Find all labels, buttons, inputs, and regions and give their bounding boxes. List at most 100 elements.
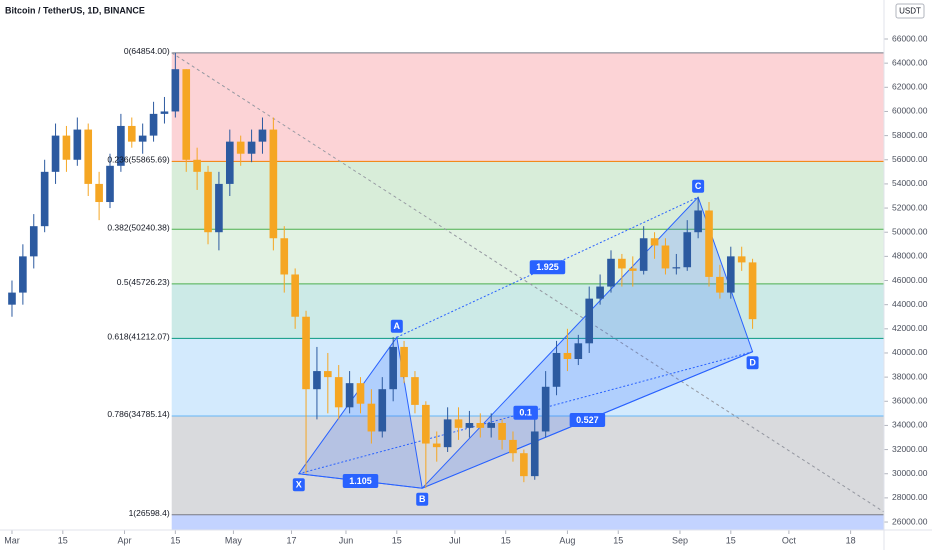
fib-band bbox=[171, 514, 884, 530]
candle-body bbox=[498, 423, 506, 440]
candle-body bbox=[454, 419, 463, 428]
candle-body bbox=[672, 267, 681, 269]
fib-label: 0(64854.00) bbox=[124, 46, 170, 56]
x-tick-label: Mar bbox=[4, 535, 20, 545]
point-label: B bbox=[419, 494, 426, 504]
candle-body bbox=[618, 258, 626, 269]
candle-body bbox=[585, 298, 594, 344]
candle-body bbox=[280, 238, 289, 275]
candle-body bbox=[313, 371, 321, 390]
point-marker bbox=[292, 478, 305, 492]
ratio-label: 0.527 bbox=[576, 415, 599, 425]
candle-body bbox=[563, 352, 572, 360]
candle-body bbox=[541, 386, 550, 432]
currency-box bbox=[895, 3, 925, 19]
grid bbox=[11, 38, 888, 534]
candle-body bbox=[204, 171, 212, 233]
candle-body bbox=[29, 226, 38, 257]
y-tick-label: 60000.00 bbox=[892, 106, 928, 116]
ratio-box bbox=[569, 412, 606, 427]
candle-body bbox=[19, 256, 27, 293]
point-marker bbox=[390, 319, 403, 333]
x-tick-label: 15 bbox=[170, 535, 180, 545]
point-label: D bbox=[749, 358, 756, 368]
candle-body bbox=[661, 245, 670, 269]
candle-body bbox=[650, 238, 659, 246]
x-tick-label: Aug bbox=[559, 535, 575, 545]
candle-body bbox=[84, 129, 93, 184]
candle-body bbox=[269, 129, 278, 239]
x-tick-label: 15 bbox=[726, 535, 736, 545]
candle-body bbox=[51, 135, 60, 172]
x-tick-label: 15 bbox=[613, 535, 623, 545]
fib-band bbox=[171, 161, 884, 230]
fib-bands bbox=[171, 52, 884, 530]
ratio-box bbox=[529, 260, 566, 275]
candle-body bbox=[716, 276, 724, 293]
ratio-line bbox=[396, 196, 699, 338]
y-tick-label: 58000.00 bbox=[892, 130, 928, 140]
fib-label: 0.5(45726.23) bbox=[117, 277, 170, 287]
point-label: C bbox=[695, 181, 702, 191]
y-tick-label: 32000.00 bbox=[892, 444, 928, 454]
x-tick-label: 17 bbox=[287, 535, 297, 545]
x-tick-label: 15 bbox=[392, 535, 402, 545]
candle-body bbox=[160, 111, 169, 114]
y-tick-label: 66000.00 bbox=[892, 33, 928, 43]
fib-band bbox=[171, 283, 884, 339]
x-tick-label: Jul bbox=[449, 535, 461, 545]
candle-body bbox=[291, 274, 299, 317]
candle-body bbox=[149, 113, 158, 136]
y-tick-label: 44000.00 bbox=[892, 299, 928, 309]
candle-body bbox=[748, 262, 757, 320]
x-tick-label: Oct bbox=[782, 535, 797, 545]
candle-body bbox=[552, 352, 561, 387]
y-tick-label: 38000.00 bbox=[892, 371, 928, 381]
candle-body bbox=[225, 141, 234, 184]
candle-body bbox=[324, 371, 332, 378]
candle-body bbox=[683, 232, 692, 268]
y-tick-label: 64000.00 bbox=[892, 57, 928, 67]
candle-body bbox=[302, 316, 310, 390]
x-tick-label: 18 bbox=[846, 535, 856, 545]
point-label: X bbox=[296, 480, 302, 490]
candle-body bbox=[694, 210, 702, 233]
point-marker bbox=[692, 179, 705, 193]
y-tick-label: 28000.00 bbox=[892, 492, 928, 502]
candle-body bbox=[487, 423, 496, 428]
fib-band bbox=[171, 229, 884, 284]
chart-title: Bitcoin / TetherUS, 1D, BINANCE bbox=[5, 5, 145, 15]
candle-body bbox=[117, 125, 125, 166]
candle-body bbox=[345, 383, 354, 408]
x-tick-label: Jun bbox=[339, 535, 354, 545]
candle-body bbox=[334, 377, 343, 408]
candle-body bbox=[607, 258, 615, 287]
y-tick-label: 36000.00 bbox=[892, 396, 928, 406]
candle-body bbox=[215, 183, 223, 233]
candle-body bbox=[432, 443, 441, 448]
fib-band bbox=[171, 52, 884, 162]
candle-body bbox=[106, 165, 114, 203]
candle-body bbox=[8, 292, 16, 305]
candle-body bbox=[639, 238, 648, 271]
ratio-box bbox=[513, 405, 538, 420]
candle-body bbox=[138, 135, 147, 142]
candle-body bbox=[400, 346, 408, 378]
candle-body bbox=[193, 159, 201, 172]
y-tick-label: 56000.00 bbox=[892, 154, 928, 164]
y-tick-label: 46000.00 bbox=[892, 275, 928, 285]
candle-body bbox=[95, 183, 103, 203]
y-tick-label: 54000.00 bbox=[892, 178, 928, 188]
x-tick-label: 15 bbox=[58, 535, 68, 545]
y-tick-label: 48000.00 bbox=[892, 251, 928, 261]
x-tick-label: Apr bbox=[118, 535, 132, 545]
x-tick-label: 15 bbox=[501, 535, 511, 545]
candle-body bbox=[62, 135, 71, 160]
y-tick-label: 30000.00 bbox=[892, 468, 928, 478]
currency: USDT bbox=[899, 7, 921, 16]
candle-body bbox=[182, 69, 191, 160]
candle-body bbox=[247, 141, 256, 154]
